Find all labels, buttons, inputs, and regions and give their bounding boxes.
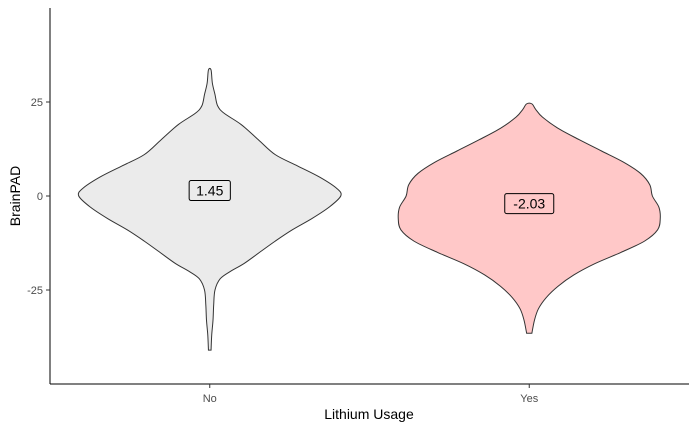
x-tick-label: No (203, 393, 217, 405)
x-axis-title: Lithium Usage (324, 406, 414, 422)
x-axis-ticks: No Yes (203, 384, 539, 405)
mean-label: -2.03 (513, 196, 545, 212)
y-axis-title: BrainPAD (7, 166, 23, 226)
y-axis-ticks: -25 0 25 (27, 97, 50, 297)
y-tick-label: -25 (27, 285, 43, 297)
mean-label-box (188, 180, 231, 202)
violin-no (77, 67, 342, 351)
x-tick-label: Yes (520, 393, 538, 405)
mean-label: 1.45 (196, 183, 223, 199)
mean-label-box (504, 193, 555, 215)
violin-yes (397, 102, 661, 334)
plot-area: 1.45 -2.03 (77, 67, 661, 351)
y-tick-label: 25 (31, 97, 43, 109)
y-tick-label: 0 (37, 191, 43, 203)
